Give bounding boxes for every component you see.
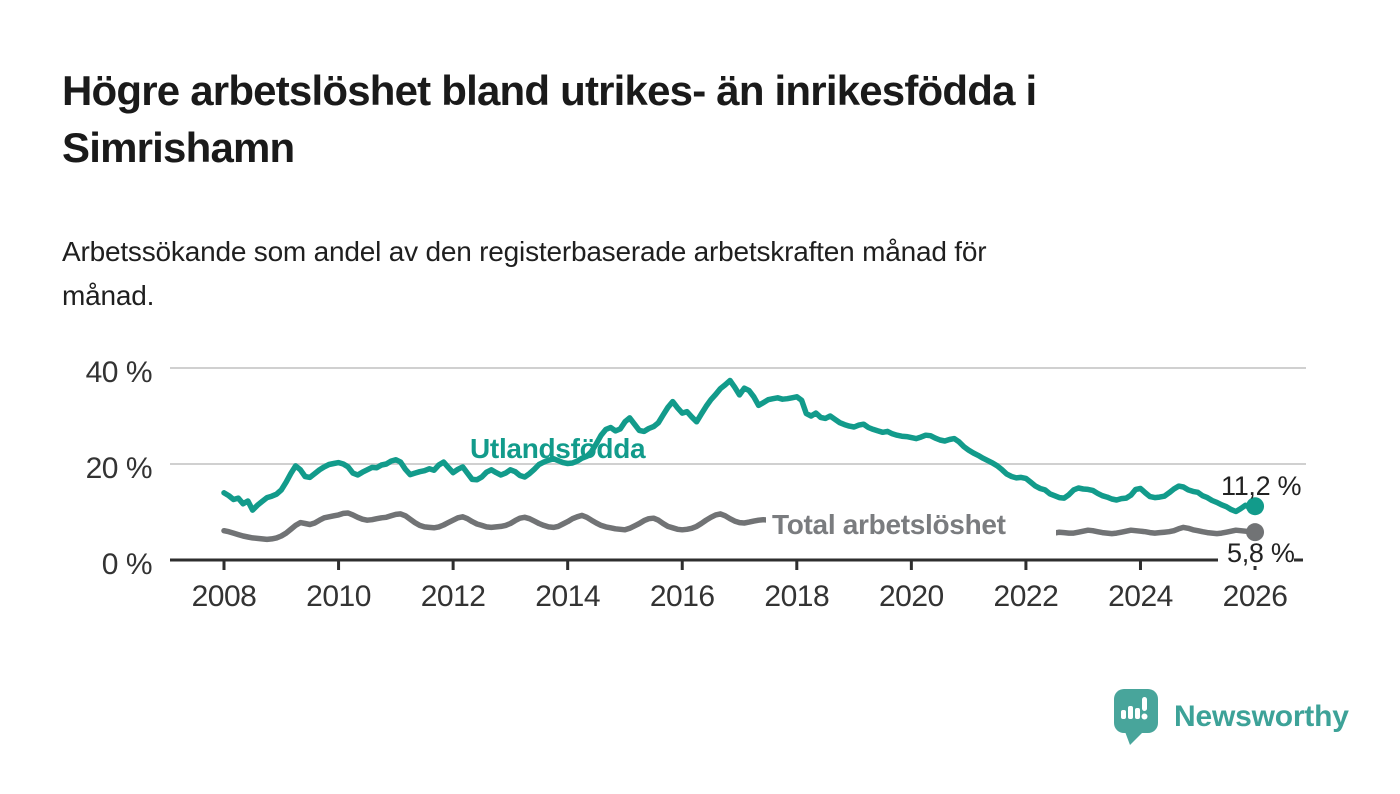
x-tick-label-2026: 2026 — [1223, 580, 1288, 613]
x-tick-label-2020: 2020 — [879, 580, 944, 613]
y-axis-label-20: 20 % — [86, 452, 152, 485]
total-label-bg — [766, 504, 1056, 542]
brand-name: Newsworthy — [1174, 700, 1349, 733]
total-label: Total arbetslöshet — [772, 509, 1006, 540]
x-tick-label-2018: 2018 — [764, 580, 829, 613]
x-tick-label-2024: 2024 — [1108, 580, 1173, 613]
total-end-value: 5,8 % — [1227, 538, 1295, 568]
page-title: Högre arbetslöshet bland utrikes- än inr… — [62, 62, 1242, 176]
x-tick-label-2010: 2010 — [306, 580, 371, 613]
utlandsfodda-end-value: 11,2 % — [1221, 471, 1302, 501]
utlandsfodda-end-dot — [1246, 497, 1265, 516]
subtitle-line-1: Arbetssökande som andel av den registerb… — [62, 236, 987, 267]
title-line-2: Simrishamn — [62, 124, 295, 171]
x-tick-label-2014: 2014 — [535, 580, 600, 613]
y-axis-label-40: 40 % — [86, 356, 152, 389]
utlandsfodda-label: Utlandsfödda — [470, 433, 646, 464]
total-end-dot — [1246, 523, 1265, 542]
newsworthy-logo-icon — [1114, 689, 1158, 745]
y-axis-label-0: 0 % — [102, 548, 152, 581]
title-line-1: Högre arbetslöshet bland utrikes- än inr… — [62, 67, 1037, 114]
x-tick-label-2012: 2012 — [421, 580, 486, 613]
newsworthy-logo: Newsworthy — [1113, 687, 1349, 747]
x-tick-label-2016: 2016 — [650, 580, 715, 613]
total-line — [221, 510, 1258, 543]
subtitle-line-2: månad. — [62, 280, 155, 311]
total-end-value-bg — [1218, 541, 1294, 566]
utlandsfodda-line — [221, 377, 1258, 515]
x-tick-label-2008: 2008 — [192, 580, 257, 613]
page-subtitle: Arbetssökande som andel av den registerb… — [62, 230, 1262, 318]
x-tick-label-2022: 2022 — [994, 580, 1059, 613]
